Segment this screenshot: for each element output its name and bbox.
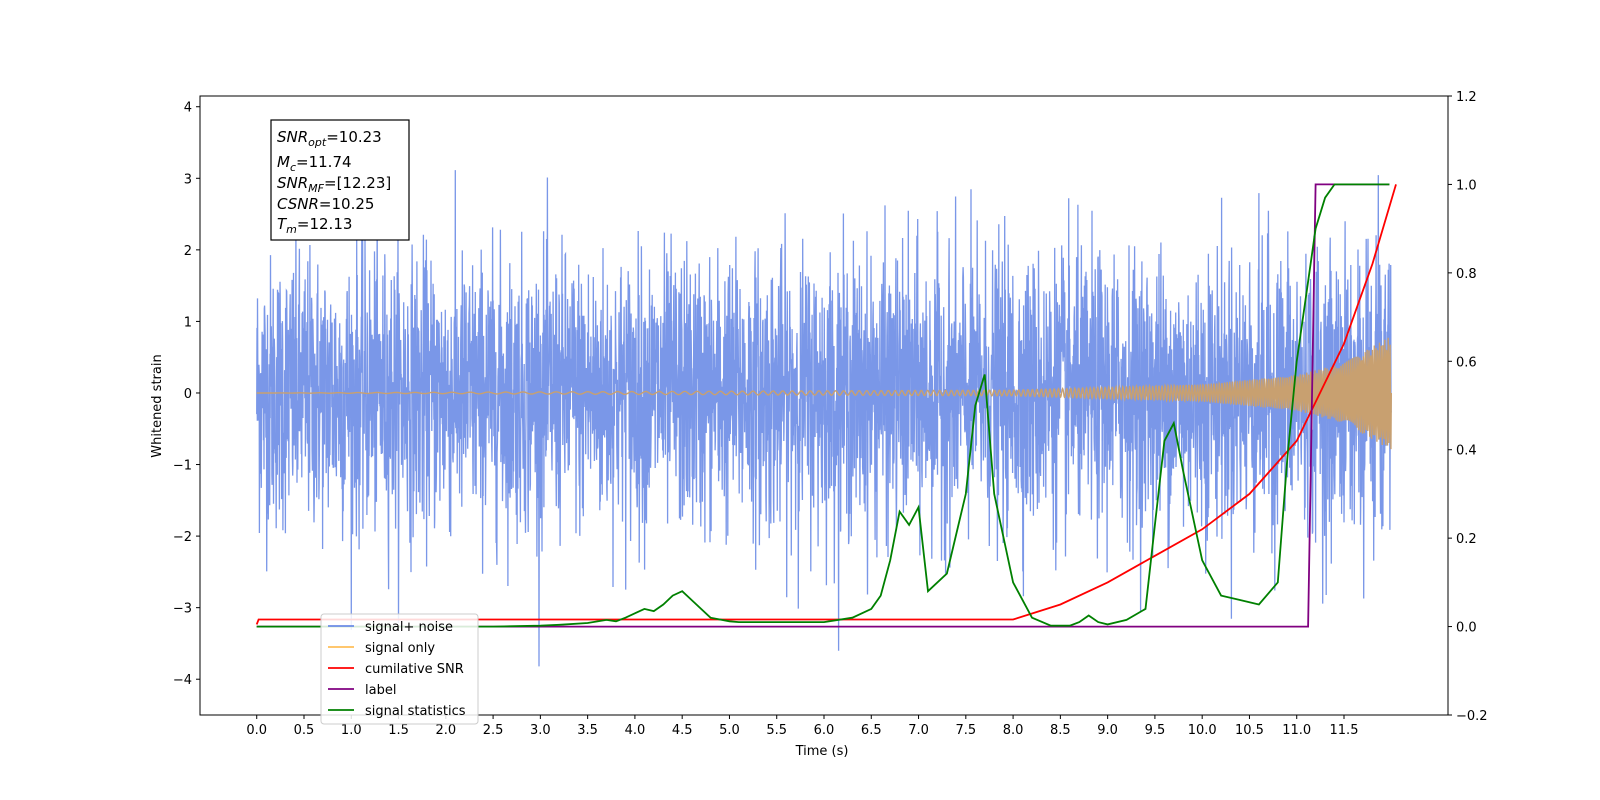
y-right-tick-label: 0.0 <box>1456 621 1477 636</box>
legend-label: signal only <box>365 641 435 656</box>
annotation-value: =[12.23] <box>324 174 391 192</box>
series-lines-layer <box>255 183 1397 628</box>
x-tick-label: 5.0 <box>719 723 740 738</box>
x-tick-label: 2.0 <box>435 723 456 738</box>
annotation-subscript: c <box>290 161 296 174</box>
plot-area <box>255 170 1397 667</box>
y-right-tick-label: 1.0 <box>1456 178 1477 193</box>
x-tick-label: 2.5 <box>483 723 504 738</box>
series-signal-plus-noise <box>256 170 1392 667</box>
annotation-line: CSNR=10.25 <box>277 195 374 213</box>
legend-frame <box>320 613 479 725</box>
x-tick-label: 1.0 <box>341 723 362 738</box>
annotation-value: =10.25 <box>319 195 375 213</box>
x-tick-label: 6.0 <box>814 723 835 738</box>
signal-plus-noise-layer <box>256 170 1392 667</box>
y-axis-label: Whitened strain <box>150 354 165 457</box>
annotation-value: =10.23 <box>326 128 382 146</box>
annotation-subscript: MF <box>308 182 324 195</box>
x-tick-label: 10.5 <box>1235 723 1264 738</box>
x-tick-label: 11.5 <box>1330 723 1359 738</box>
x-axis-label: Time (s) <box>795 744 849 759</box>
annotation-subscript: opt <box>308 136 327 149</box>
annotation-symbol: SNR <box>277 174 308 192</box>
x-tick-label: 4.5 <box>672 723 693 738</box>
x-tick-label: 1.5 <box>388 723 409 738</box>
y-left-tick-label: 3 <box>184 172 192 187</box>
y-left-tick-label: −3 <box>173 602 192 617</box>
legend-label: cumilative SNR <box>365 662 464 677</box>
annotation-line: SNRopt=10.23 <box>277 128 382 149</box>
y-right-tick-label: 0.2 <box>1456 532 1477 547</box>
y-axis-left: −4 −3 −2 −1 0 1 2 3 4 <box>173 101 200 688</box>
y-left-tick-label: 4 <box>184 101 192 116</box>
y-left-tick-label: −1 <box>173 459 192 474</box>
x-tick-label: 11.0 <box>1282 723 1311 738</box>
x-tick-label: 0.0 <box>246 723 267 738</box>
annotation-subscript: m <box>286 223 297 236</box>
x-tick-label: 6.5 <box>861 723 882 738</box>
y-right-tick-label: 0.6 <box>1456 355 1477 370</box>
x-tick-label: 7.5 <box>955 723 976 738</box>
annotation-line: Mc=11.74 <box>277 153 352 174</box>
annotation-symbol: M <box>277 153 290 171</box>
y-right-tick-label: 0.4 <box>1456 444 1477 459</box>
y-left-tick-label: 0 <box>184 387 192 402</box>
x-tick-label: 8.5 <box>1050 723 1071 738</box>
x-tick-label: 4.0 <box>625 723 646 738</box>
y-left-tick-label: −2 <box>173 530 192 545</box>
annotation-value: =12.13 <box>297 215 353 233</box>
x-tick-label: 5.5 <box>766 723 787 738</box>
annotation-value: =11.74 <box>296 153 352 171</box>
y-left-tick-label: 2 <box>184 244 192 259</box>
y-left-tick-label: −4 <box>173 673 192 688</box>
legend-label: signal+ noise <box>365 620 453 635</box>
series-signal-statistics <box>256 183 1390 628</box>
legend-label: label <box>365 683 396 698</box>
y-right-tick-label: 1.2 <box>1456 90 1477 105</box>
y-left-tick-label: 1 <box>184 315 192 330</box>
legend-label: signal statistics <box>365 704 466 719</box>
x-axis: 0.0 0.5 1.0 1.5 2.0 2.5 3.0 3.5 4.0 4.5 5.0 5.5 6.0 6… <box>246 715 1358 738</box>
signal-only-layer <box>256 337 1392 450</box>
series-signal-only <box>256 337 1392 450</box>
x-tick-label: 9.5 <box>1145 723 1166 738</box>
y-right-tick-label: 0.8 <box>1456 267 1477 282</box>
x-tick-label: 3.5 <box>577 723 598 738</box>
x-tick-label: 9.0 <box>1097 723 1118 738</box>
annotation-symbol: CSNR <box>277 195 319 213</box>
annotation-symbol: SNR <box>277 128 308 146</box>
annotation-symbol: T <box>277 215 288 233</box>
x-tick-label: 3.0 <box>530 723 551 738</box>
y-axis-right: −0.2 0.0 0.2 0.4 0.6 0.8 1.0 1.2 <box>1448 90 1488 724</box>
x-tick-label: 8.0 <box>1003 723 1024 738</box>
x-tick-label: 10.0 <box>1188 723 1217 738</box>
annotation-box: SNRopt=10.23Mc=11.74SNRMF=[12.23]CSNR=10… <box>270 119 410 241</box>
annotation-line: Tm=12.13 <box>277 215 352 236</box>
x-tick-label: 0.5 <box>294 723 315 738</box>
annotation-frame <box>270 119 410 241</box>
y-right-tick-label: −0.2 <box>1456 709 1488 724</box>
annotation-line: SNRMF=[12.23] <box>277 174 391 195</box>
legend: signal+ noise signal only cumilative SNR la… <box>320 613 479 725</box>
x-tick-label: 7.0 <box>908 723 929 738</box>
series-cumilative-snr <box>255 184 1397 625</box>
